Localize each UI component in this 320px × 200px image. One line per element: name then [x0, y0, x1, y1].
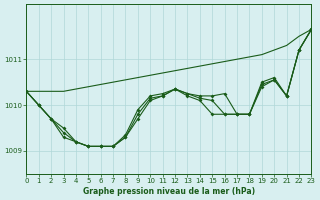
- X-axis label: Graphe pression niveau de la mer (hPa): Graphe pression niveau de la mer (hPa): [83, 187, 255, 196]
